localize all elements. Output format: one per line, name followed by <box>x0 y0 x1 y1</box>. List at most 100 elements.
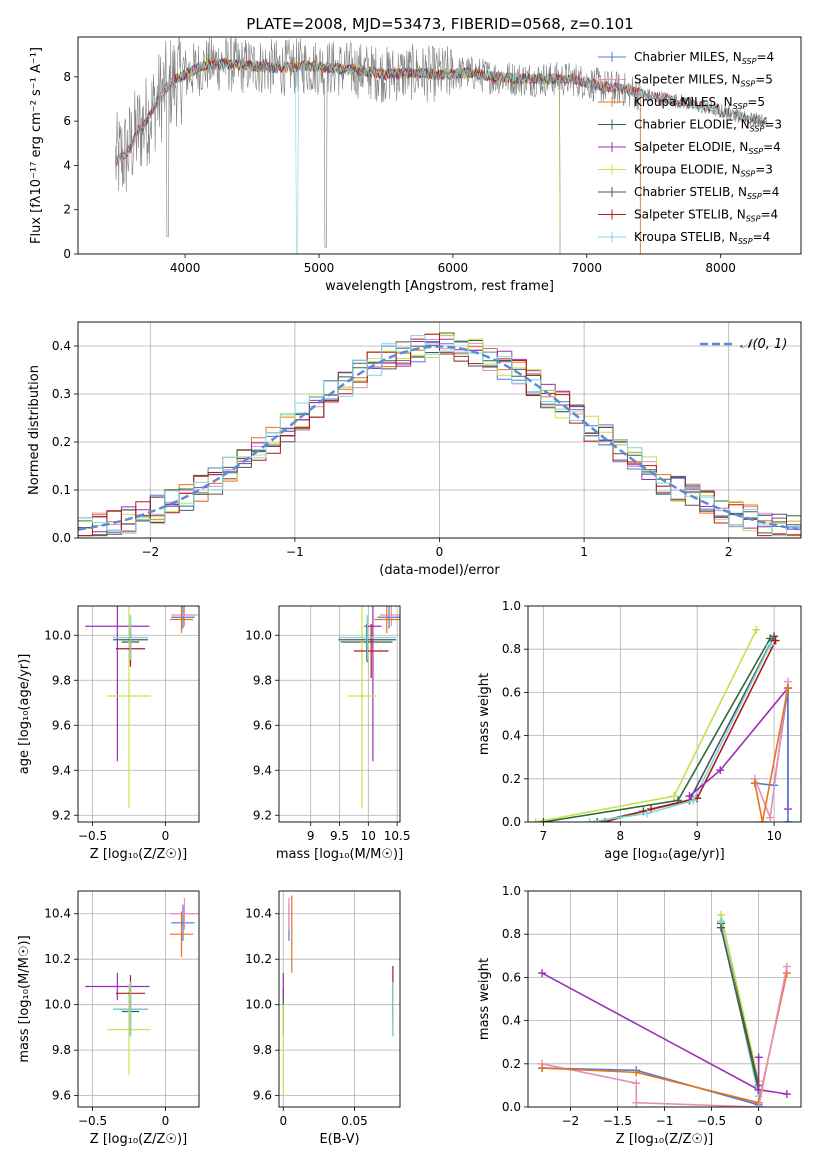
weight-point <box>766 813 775 822</box>
x-tick-label: 0 <box>279 1114 287 1128</box>
x-tick-label: −0.5 <box>697 1114 726 1128</box>
y-tick-label: 9.2 <box>253 808 272 822</box>
legend-subscript: SSP <box>748 147 763 156</box>
x-tick-label: −1.5 <box>603 1114 632 1128</box>
weight-point <box>538 1064 547 1073</box>
weight-point <box>716 766 725 775</box>
x-tick-label: −1 <box>286 545 304 559</box>
legend-label: Salpeter ELODIE, NSSP=4 <box>634 140 781 156</box>
legend-subscript: SSP <box>746 215 761 224</box>
y-tick-label: 0.0 <box>502 1100 521 1114</box>
x-axis-label: E(B-V) <box>319 1132 359 1147</box>
y-axis-label: Normed distribution <box>27 365 42 495</box>
weight-point <box>593 818 602 822</box>
weight-point <box>783 818 792 822</box>
legend-text: =5 <box>747 95 765 109</box>
plot-area <box>538 910 791 1107</box>
y-tick-label: 9.8 <box>253 1043 272 1057</box>
panel-spectrum: 4000 5000 6000 7000 8000 0 2 4 6 8 wavelength [Ang… <box>29 36 802 294</box>
y-tick-label: 10.2 <box>44 952 71 966</box>
x-tick-label: 10 <box>766 829 781 843</box>
y-tick-label: 0.0 <box>502 815 521 829</box>
weight-point <box>754 1053 763 1062</box>
y-tick-label: 0.2 <box>502 1057 521 1071</box>
weight-point <box>632 1079 641 1088</box>
x-axis-label: Z [log₁₀(Z/Z☉)] <box>90 847 187 862</box>
weight-point <box>758 818 767 822</box>
y-tick-label: 0.0 <box>52 531 71 545</box>
legend-label: Chabrier STELIB, NSSP=4 <box>634 185 779 201</box>
weight-point <box>670 792 679 801</box>
weight-point <box>531 818 540 822</box>
weight-point <box>632 1098 641 1107</box>
y-tick-label: 10.0 <box>245 998 272 1012</box>
legend-label: 𝒩(0, 1) <box>740 337 787 352</box>
weight-line <box>535 629 758 822</box>
y-tick-label: 8 <box>63 70 71 84</box>
y-tick-label: 0.4 <box>52 339 71 353</box>
weight-line <box>589 644 771 822</box>
legend-text: Salpeter MILES, N <box>634 73 741 87</box>
y-axis-label: mass weight <box>477 673 492 755</box>
y-axis-label: mass [log₁₀(M/M☉)] <box>17 935 32 1062</box>
x-tick-label: 9 <box>693 829 701 843</box>
x-tick-label: 0.05 <box>341 1114 368 1128</box>
y-tick-label: 10.0 <box>44 628 71 642</box>
legend-subscript: SSP <box>741 80 756 89</box>
axes-frame <box>77 36 802 255</box>
weight-point <box>782 962 791 971</box>
legend-label: Kroupa STELIB, NSSP=4 <box>634 230 770 246</box>
x-tick-label: −2 <box>141 545 159 559</box>
panel-age_vs_mass: 9 9.5 10 10.5 9.2 9.4 9.6 9.8 10.0 mass [log₁₀(M/… <box>245 605 410 862</box>
plot-area <box>78 332 801 537</box>
weight-point <box>783 684 792 693</box>
legend-subscript: SSP <box>738 237 753 246</box>
plot-area <box>282 895 394 1096</box>
y-tick-label: 0.8 <box>502 642 521 656</box>
y-tick-label: 9.8 <box>52 673 71 687</box>
legend-subscript: SSP <box>747 192 762 201</box>
y-tick-label: 6 <box>63 114 71 128</box>
legend-text: Salpeter ELODIE, N <box>634 140 748 154</box>
y-axis-label: age [log₁₀(age/yr)] <box>17 654 32 775</box>
panel-mass_vs_ebv: 0 0.05 9.6 9.8 10.0 10.2 10.4 E(B-V) <box>245 890 401 1147</box>
histogram-salpeter-stelib <box>78 333 801 537</box>
x-tick-label: 0 <box>436 545 444 559</box>
y-tick-label: 1.0 <box>502 599 521 613</box>
y-tick-label: 2 <box>63 203 71 217</box>
y-tick-label: 0.2 <box>52 435 71 449</box>
x-tick-label: 6000 <box>438 261 469 275</box>
legend-text: =4 <box>762 185 780 199</box>
weight-point <box>632 1068 641 1077</box>
legend-text: Chabrier MILES, N <box>634 50 742 64</box>
legend-text: Kroupa ELODIE, N <box>634 163 741 177</box>
weight-point <box>689 796 698 805</box>
weight-point <box>716 923 725 932</box>
y-tick-label: 9.4 <box>253 763 272 777</box>
legend-text: Chabrier STELIB, N <box>634 185 747 199</box>
histogram-kroupa-stelib <box>78 335 801 537</box>
x-tick-label: 5000 <box>304 261 335 275</box>
legend-text: =5 <box>755 73 773 87</box>
weight-line <box>720 927 760 1090</box>
weight-point <box>585 818 594 822</box>
weight-point <box>750 779 759 788</box>
model-spectrum-kroupa-stelib <box>115 58 768 254</box>
weight-point <box>752 625 761 634</box>
axes-frame <box>77 321 802 539</box>
axes-frame <box>527 605 802 823</box>
weight-line <box>754 687 789 822</box>
y-tick-label: 0.2 <box>502 772 521 786</box>
y-tick-label: 0.4 <box>502 1014 521 1028</box>
y-tick-label: 9.4 <box>52 763 71 777</box>
legend-text: Kroupa STELIB, N <box>634 230 738 244</box>
weight-line <box>597 635 775 822</box>
axes-frame <box>527 890 802 1108</box>
weight-point <box>685 792 694 801</box>
legend-subscript: SSP <box>733 102 748 111</box>
x-axis-label: age [log₁₀(age/yr)] <box>604 847 725 862</box>
weight-point <box>771 636 780 645</box>
model-spectrum-salpeter-elodie <box>171 57 561 254</box>
weight-line <box>542 1067 759 1106</box>
